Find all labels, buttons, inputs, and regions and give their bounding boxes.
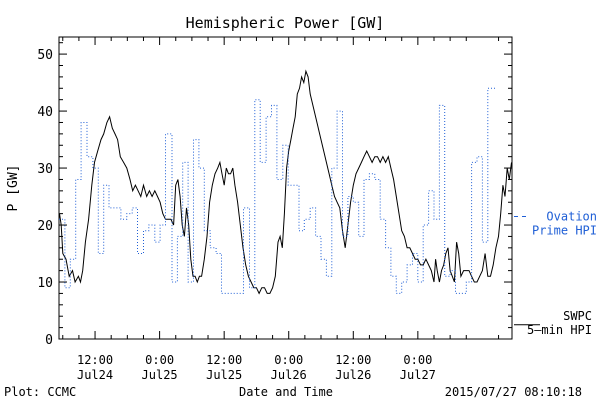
chart-title: Hemispheric Power [GW]	[186, 14, 385, 32]
footer-plot-credit: Plot: CCMC	[4, 385, 76, 399]
y-tick-label: 50	[37, 48, 53, 63]
legend-label-swpc-2: 5–min HPI	[527, 323, 592, 337]
plot-frame	[58, 36, 513, 340]
x-tick-label-date: Jul24	[77, 368, 113, 382]
series-group	[59, 69, 512, 295]
legend-label-ovation-1: Ovation	[546, 209, 597, 223]
x-tick-label-time: 12:00	[335, 353, 371, 367]
y-tick-label: 20	[37, 219, 53, 234]
x-tick-label-time: 0:00	[145, 353, 174, 367]
x-tick-label-date: Jul27	[400, 368, 436, 382]
series-line-ovation-prime	[59, 87, 497, 294]
footer-timestamp: 2015/07/27 08:10:18	[445, 385, 582, 399]
x-tick-label-date: Jul26	[271, 368, 307, 382]
series-line-swpc	[59, 69, 512, 295]
x-tick-label-time: 0:00	[274, 353, 303, 367]
x-tick-label-time: 12:00	[206, 353, 242, 367]
axes-group: 0102030405012:00Jul240:00Jul2512:00Jul25…	[37, 37, 512, 382]
x-tick-label-time: 12:00	[77, 353, 113, 367]
y-axis-label: P [GW]	[6, 165, 21, 212]
x-tick-label-time: 0:00	[403, 353, 432, 367]
legend-label-swpc-1: SWPC	[563, 309, 592, 323]
x-axis-label: Date and Time	[239, 385, 333, 399]
y-tick-label: 10	[37, 276, 53, 291]
x-tick-label-date: Jul25	[142, 368, 178, 382]
x-tick-label-date: Jul26	[335, 368, 371, 382]
y-tick-label: 30	[37, 162, 53, 177]
x-tick-label-date: Jul25	[206, 368, 242, 382]
y-tick-label: 40	[37, 105, 53, 120]
y-tick-label: 0	[45, 333, 53, 348]
legend-label-ovation-2: Prime HPI	[532, 223, 597, 237]
